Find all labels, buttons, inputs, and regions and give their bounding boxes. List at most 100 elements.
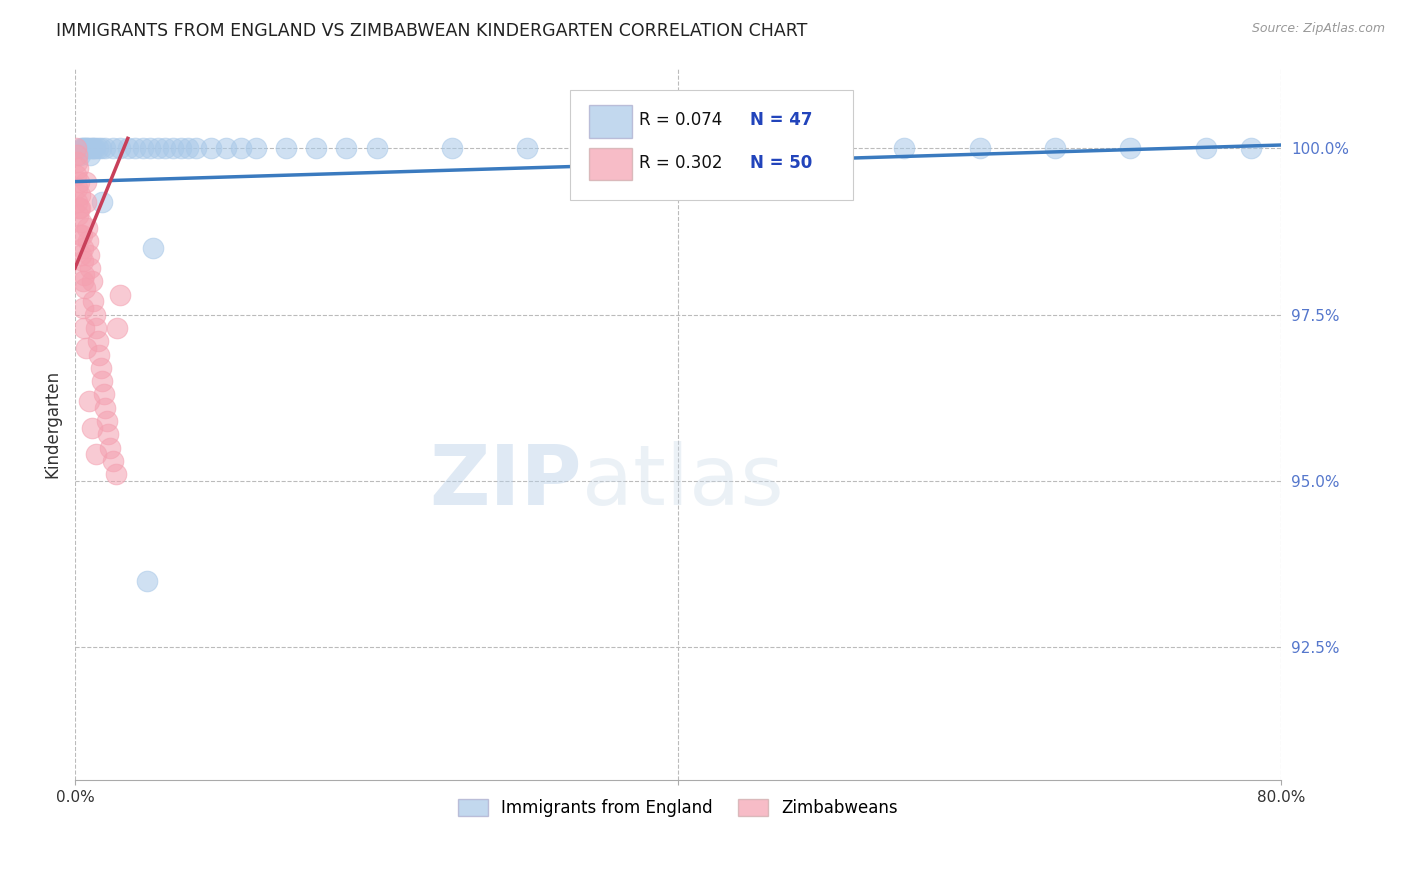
- Point: [75, 194, 97, 209]
- Point: [72, 254, 94, 268]
- FancyBboxPatch shape: [569, 90, 853, 200]
- Point: [104, 467, 127, 482]
- Point: [89, 347, 111, 361]
- Point: [70, 141, 93, 155]
- Point: [1240, 141, 1263, 155]
- Point: [80, 274, 103, 288]
- Point: [666, 141, 689, 155]
- Legend: Immigrants from England, Zimbabweans: Immigrants from England, Zimbabweans: [450, 790, 907, 825]
- Text: IMMIGRANTS FROM ENGLAND VS ZIMBABWEAN KINDERGARTEN CORRELATION CHART: IMMIGRANTS FROM ENGLAND VS ZIMBABWEAN KI…: [56, 22, 807, 40]
- Point: [96, 414, 118, 428]
- Text: N = 47: N = 47: [751, 112, 813, 129]
- Point: [77, 141, 100, 155]
- Point: [215, 141, 238, 155]
- Point: [73, 321, 96, 335]
- Text: N = 50: N = 50: [751, 154, 813, 172]
- Text: R = 0.302: R = 0.302: [640, 154, 723, 172]
- Point: [66, 154, 89, 169]
- Point: [65, 148, 87, 162]
- Point: [75, 341, 97, 355]
- Point: [440, 141, 463, 155]
- Point: [76, 141, 98, 155]
- Point: [229, 141, 252, 155]
- Point: [65, 168, 87, 182]
- Point: [136, 574, 159, 588]
- Point: [75, 141, 97, 155]
- Point: [65, 141, 87, 155]
- FancyBboxPatch shape: [589, 105, 633, 137]
- Point: [77, 248, 100, 262]
- Point: [72, 301, 94, 315]
- Point: [132, 141, 155, 155]
- Point: [139, 141, 162, 155]
- Point: [84, 321, 107, 335]
- Point: [76, 221, 98, 235]
- Point: [169, 141, 191, 155]
- Point: [90, 141, 112, 155]
- Point: [67, 175, 90, 189]
- Point: [83, 308, 105, 322]
- FancyBboxPatch shape: [589, 147, 633, 180]
- Point: [77, 394, 100, 409]
- Point: [1043, 141, 1066, 155]
- Point: [91, 194, 114, 209]
- Point: [73, 281, 96, 295]
- Point: [67, 201, 90, 215]
- Y-axis label: Kindergarten: Kindergarten: [44, 370, 60, 478]
- Point: [101, 454, 124, 468]
- Point: [124, 141, 146, 155]
- Point: [66, 194, 89, 209]
- Point: [73, 268, 96, 282]
- Point: [84, 447, 107, 461]
- Point: [94, 401, 117, 415]
- Point: [516, 141, 538, 155]
- Point: [1195, 141, 1218, 155]
- Point: [142, 241, 165, 255]
- Point: [969, 141, 991, 155]
- Point: [69, 227, 91, 242]
- Point: [72, 241, 94, 255]
- Text: ZIP: ZIP: [429, 441, 582, 522]
- Point: [335, 141, 357, 155]
- Point: [79, 148, 101, 162]
- Point: [69, 201, 91, 215]
- Point: [817, 141, 839, 155]
- Point: [83, 141, 105, 155]
- Point: [245, 141, 267, 155]
- Point: [79, 261, 101, 276]
- Point: [592, 141, 614, 155]
- Point: [76, 235, 98, 249]
- Point: [742, 141, 765, 155]
- Point: [177, 141, 200, 155]
- Point: [305, 141, 328, 155]
- Text: R = 0.074: R = 0.074: [640, 112, 723, 129]
- Point: [274, 141, 297, 155]
- Point: [70, 214, 93, 228]
- Point: [66, 161, 89, 176]
- Point: [94, 141, 117, 155]
- Point: [1119, 141, 1142, 155]
- Point: [82, 294, 104, 309]
- Point: [101, 141, 124, 155]
- Point: [93, 387, 115, 401]
- Point: [80, 421, 103, 435]
- Text: atlas: atlas: [582, 441, 783, 522]
- Point: [73, 141, 96, 155]
- Text: Source: ZipAtlas.com: Source: ZipAtlas.com: [1251, 22, 1385, 36]
- Point: [75, 175, 97, 189]
- Point: [66, 208, 89, 222]
- Point: [80, 141, 103, 155]
- Point: [65, 181, 87, 195]
- Point: [72, 274, 94, 288]
- Point: [98, 441, 121, 455]
- Point: [110, 287, 132, 301]
- Point: [86, 141, 108, 155]
- Point: [366, 141, 388, 155]
- Point: [69, 188, 91, 202]
- Point: [105, 321, 128, 335]
- Point: [184, 141, 207, 155]
- Point: [893, 141, 915, 155]
- Point: [72, 141, 94, 155]
- Point: [86, 334, 108, 349]
- Point: [90, 360, 112, 375]
